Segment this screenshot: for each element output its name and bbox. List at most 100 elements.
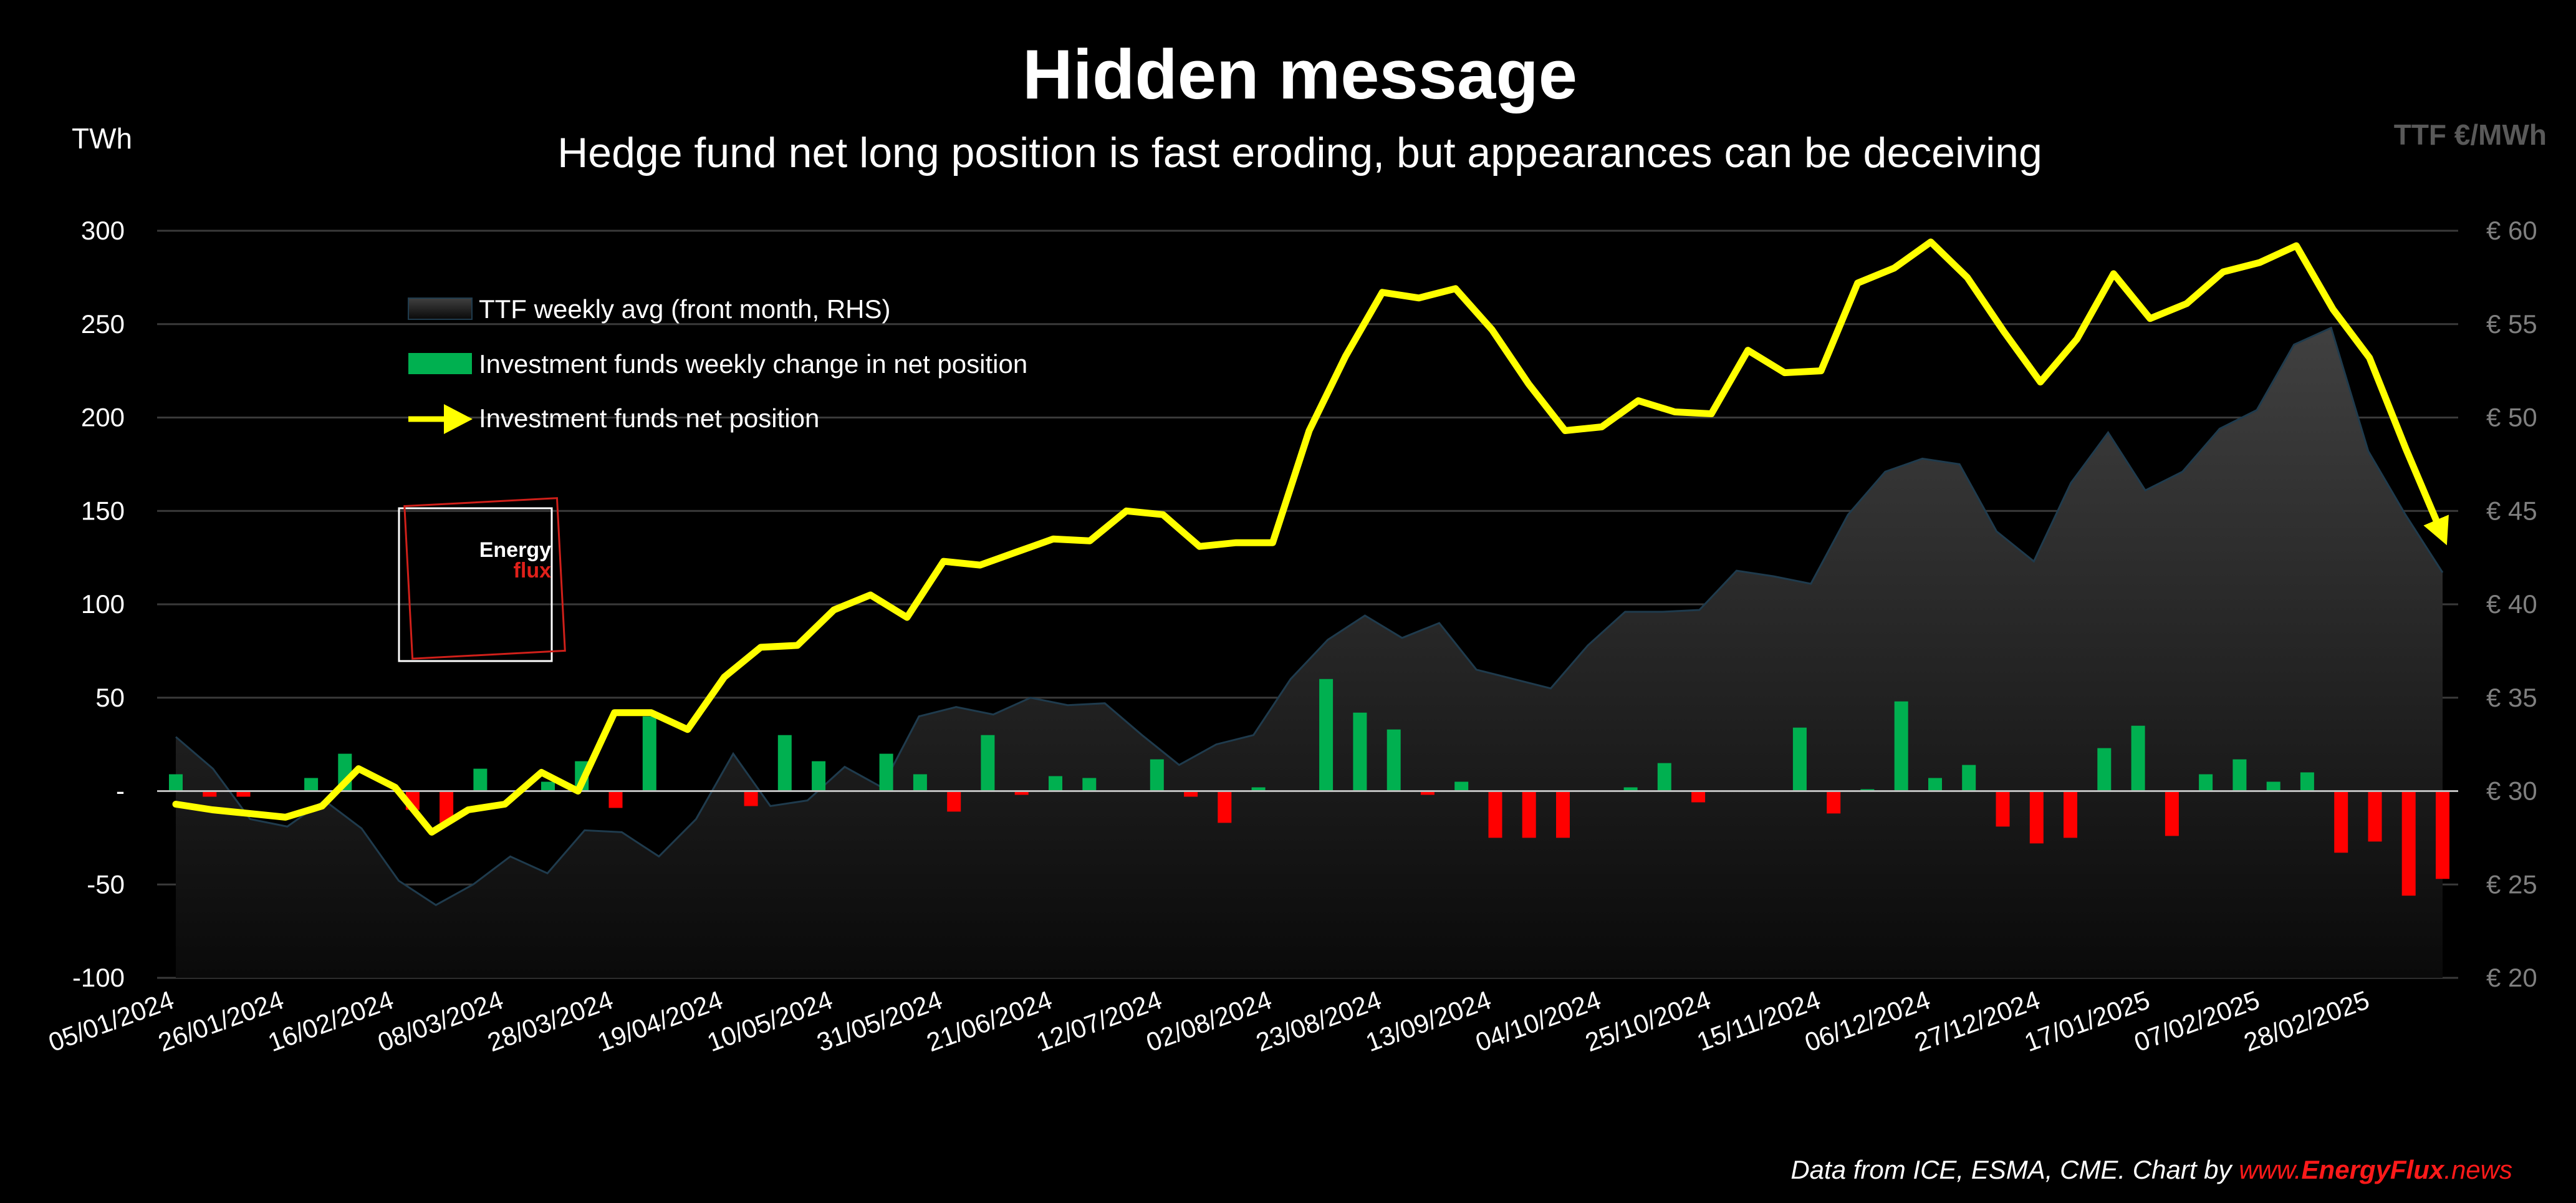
net-change-bar <box>812 761 826 791</box>
y-tick-left-label: 200 <box>81 403 125 432</box>
net-change-bar <box>2300 772 2314 791</box>
net-change-bar <box>2064 791 2077 838</box>
logo-white-frame <box>398 507 553 662</box>
y-axis-left-title: TWh <box>72 122 132 155</box>
net-change-bar <box>2401 791 2416 896</box>
y-tick-right-label: € 35 <box>2486 683 2537 712</box>
net-change-bar <box>2165 791 2179 836</box>
x-tick-label: 04/10/2024 <box>1471 985 1605 1057</box>
y-tick-left-label: -50 <box>87 869 125 899</box>
net-change-bar <box>1894 701 1908 791</box>
x-tick-label: 27/12/2024 <box>1911 985 2044 1057</box>
net-change-bar <box>1049 776 1062 791</box>
net-change-bar <box>1251 787 1266 791</box>
net-change-bar <box>981 735 995 791</box>
legend-swatch-ttf <box>408 297 473 320</box>
x-tick-label: 19/04/2024 <box>594 985 727 1057</box>
x-tick-label: 28/03/2024 <box>484 985 617 1057</box>
x-tick-label: 23/08/2024 <box>1252 985 1385 1057</box>
x-tick-label: 16/02/2024 <box>264 985 398 1057</box>
net-change-bar <box>304 778 319 791</box>
net-change-bar <box>1014 791 1029 795</box>
net-change-bar <box>541 781 555 791</box>
x-tick-label: 12/07/2024 <box>1032 985 1166 1057</box>
ttf-area-series <box>175 326 2444 978</box>
logo-text-flux: flux <box>514 559 552 582</box>
x-tick-label: 07/02/2025 <box>2130 985 2264 1057</box>
net-change-bar-series <box>169 679 2449 896</box>
legend-label-ttf: TTF weekly avg (front month, RHS) <box>479 294 891 324</box>
footer-link-www: www. <box>2239 1155 2301 1184</box>
net-change-bar <box>1928 778 1942 791</box>
x-tick-label: 26/01/2024 <box>155 985 288 1057</box>
ttf-area-outline <box>175 326 2444 906</box>
net-change-bar <box>2334 791 2348 853</box>
y-tick-right-label: € 25 <box>2486 869 2537 899</box>
footer-source-text: Data from ICE, ESMA, CME. Chart by <box>1790 1155 2239 1184</box>
y-tick-left-label: 250 <box>81 309 125 339</box>
net-change-bar <box>1556 791 1570 838</box>
y-tick-right-label: € 50 <box>2486 403 2537 432</box>
net-position-line <box>172 238 2449 836</box>
net-change-bar <box>1827 791 1841 814</box>
y-tick-left-label: 150 <box>81 496 125 525</box>
legend: TTF weekly avg (front month, RHS) Invest… <box>408 294 1027 434</box>
source-footer: Data from ICE, ESMA, CME. Chart by www.E… <box>1790 1155 2512 1184</box>
y-tick-left-label: 50 <box>95 683 125 712</box>
x-tick-label: 31/05/2024 <box>813 985 946 1057</box>
net-change-bar <box>2436 791 2449 879</box>
y-tick-left-label: - <box>116 776 125 806</box>
y-tick-left-label: -100 <box>72 963 125 992</box>
net-change-bar <box>2131 725 2145 791</box>
net-change-bar <box>169 774 183 791</box>
net-change-bar <box>1792 727 1807 791</box>
y-tick-right-label: € 20 <box>2486 963 2537 992</box>
net-change-bar <box>642 716 656 791</box>
net-change-bar <box>440 791 454 823</box>
x-tick-label: 10/05/2024 <box>703 985 837 1057</box>
net-change-bar <box>879 753 893 791</box>
net-change-bar <box>2368 791 2382 842</box>
net-change-bar <box>1996 791 2010 827</box>
x-tick-label: 17/01/2025 <box>2021 985 2154 1057</box>
y-axis-right-title: TTF €/MWh <box>2394 118 2547 151</box>
chart-subtitle: Hedge fund net long position is fast ero… <box>557 129 2042 176</box>
net-change-bar <box>777 735 792 791</box>
y-tick-right-label: € 55 <box>2486 309 2537 339</box>
logo-text-energy: Energy <box>479 538 551 562</box>
net-change-bar <box>1184 791 1198 797</box>
logo-red-frame <box>403 497 566 660</box>
footer-link-brand: EnergyFlux <box>2302 1155 2445 1184</box>
legend-swatch-bars <box>408 353 472 374</box>
y-tick-right-label: € 40 <box>2486 589 2537 619</box>
net-change-bar <box>608 791 623 808</box>
net-change-bar <box>473 768 488 791</box>
net-change-bar <box>1082 778 1097 791</box>
legend-arrow-icon <box>444 404 473 434</box>
net-position-line-series <box>172 238 2449 836</box>
net-change-bar <box>1387 729 1401 791</box>
energyflux-logo: Energy flux <box>398 497 566 662</box>
x-tick-label: 13/09/2024 <box>1362 985 1495 1057</box>
net-change-bar <box>1657 763 1671 791</box>
net-change-bar <box>1691 791 1706 803</box>
net-change-bar <box>2097 748 2112 791</box>
y-tick-right-label: € 45 <box>2486 496 2537 525</box>
net-change-bar <box>1150 759 1164 791</box>
net-change-bar <box>744 791 758 806</box>
x-tick-label: 05/01/2024 <box>44 985 178 1057</box>
x-tick-label: 28/02/2025 <box>2240 985 2373 1057</box>
net-change-bar <box>1454 781 1469 791</box>
x-axis-ticks: 05/01/202426/01/202416/02/202408/03/2024… <box>44 985 2373 1057</box>
net-change-bar <box>203 791 217 797</box>
x-tick-label: 21/06/2024 <box>923 985 1056 1057</box>
x-tick-label: 25/10/2024 <box>1582 985 1715 1057</box>
net-change-bar <box>1522 791 1536 838</box>
net-change-bar <box>1319 679 1334 791</box>
net-change-bar <box>2266 781 2280 791</box>
ttf-area-fill <box>176 327 2443 978</box>
chart-title: Hidden message <box>1022 36 1577 114</box>
legend-label-bars: Investment funds weekly change in net po… <box>479 349 1027 379</box>
x-tick-label: 08/03/2024 <box>374 985 507 1057</box>
